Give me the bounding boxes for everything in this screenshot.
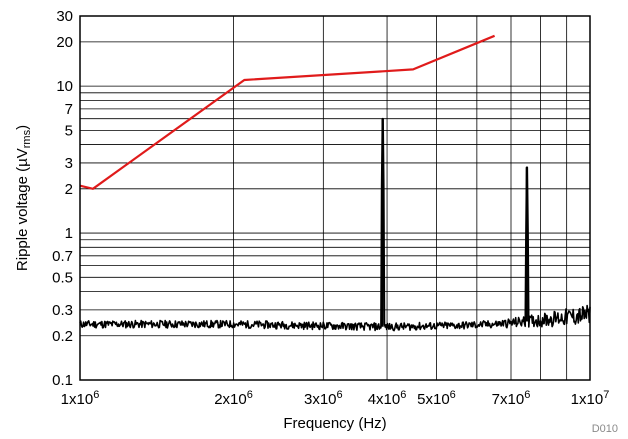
black-noise-series bbox=[79, 117, 591, 332]
x-axis-label: Frequency (Hz) bbox=[283, 415, 386, 432]
y-axis-label-main: Ripple voltage (µV bbox=[14, 148, 31, 271]
y-tick-label: 7 bbox=[65, 101, 73, 118]
red-series-line bbox=[79, 34, 496, 190]
y-tick-label: 20 bbox=[56, 34, 73, 51]
x-tick-label: 1x106 bbox=[61, 389, 100, 408]
y-axis-label: Ripple voltage (µVrms) bbox=[14, 125, 33, 271]
plot-frame bbox=[79, 15, 591, 381]
x-tick-label: 1x107 bbox=[571, 389, 610, 408]
x-tick-label: 5x106 bbox=[417, 389, 456, 408]
y-tick-label: 10 bbox=[56, 78, 73, 95]
y-tick-label: 1 bbox=[65, 225, 73, 242]
y-tick-label: 0.7 bbox=[52, 248, 73, 265]
y-tick-label: 5 bbox=[65, 122, 73, 139]
y-tick-label: 2 bbox=[65, 181, 73, 198]
x-tick-label: 7x106 bbox=[492, 389, 531, 408]
y-tick-label: 30 bbox=[56, 8, 73, 25]
y-axis-label-subscript: rms bbox=[21, 129, 33, 148]
tick-labels: 0.1 0.2 0.3 0.5 0.7 1 2 3 5 7 10 20 30 1x106 2x106 3x10… bbox=[52, 8, 609, 408]
x-tick-label: 3x106 bbox=[304, 389, 343, 408]
y-tick-label: 0.5 bbox=[52, 269, 73, 286]
y-tick-label: 0.2 bbox=[52, 328, 73, 345]
x-tick-label: 4x106 bbox=[368, 389, 407, 408]
y-tick-label: 0.1 bbox=[52, 372, 73, 389]
y-axis-label-close: ) bbox=[14, 125, 31, 130]
figure-code: D010 bbox=[592, 423, 618, 435]
y-tick-label: 3 bbox=[65, 155, 73, 172]
y-tick-label: 0.3 bbox=[52, 302, 73, 319]
x-tick-label: 2x106 bbox=[214, 389, 253, 408]
data-series bbox=[79, 34, 591, 332]
